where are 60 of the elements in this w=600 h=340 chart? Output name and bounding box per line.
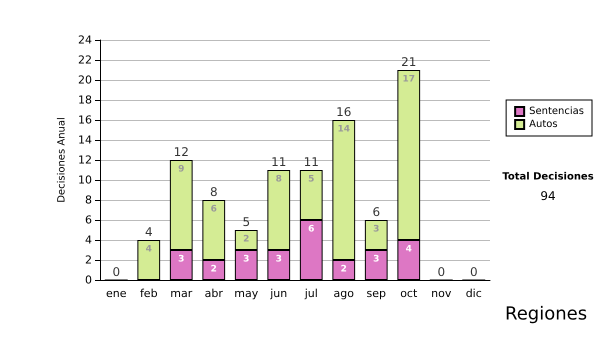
data-label: 3 (276, 254, 282, 264)
data-label: 4 (146, 244, 152, 254)
y-tick-label: 14 (78, 134, 92, 146)
x-tick-label: abr (204, 287, 224, 300)
text: Total Decisiones (502, 172, 594, 182)
data-label: 8 (276, 174, 282, 184)
data-label: 9 (178, 164, 184, 174)
y-tick-label: 18 (78, 94, 92, 106)
y-tick-label: 20 (78, 74, 92, 86)
data-label: 6 (210, 204, 217, 214)
total-label: 0 (112, 265, 120, 279)
y-tick-label: 0 (85, 274, 92, 286)
data-label: 2 (243, 234, 250, 244)
legend-label: Sentencias (529, 106, 584, 117)
x-tick-label: sep (366, 287, 386, 300)
data-label: 17 (402, 74, 416, 84)
x-tick-label: may (234, 287, 259, 300)
y-tick-label: 2 (85, 254, 92, 266)
text: 94 (540, 189, 556, 203)
data-label: 14 (337, 124, 350, 134)
y-tick-label: 4 (85, 234, 92, 246)
data-label: 3 (373, 254, 380, 264)
x-tick-label: jun (269, 287, 288, 300)
y-tick-label: 6 (85, 214, 92, 226)
y-tick-label: 8 (85, 194, 92, 206)
total-label: 6 (372, 205, 380, 219)
y-tick-label: 22 (78, 54, 92, 66)
y-tick-label: 10 (78, 174, 92, 186)
total-label: 0 (437, 265, 446, 279)
y-tick-label: 12 (78, 154, 92, 166)
x-tick-label: feb (140, 287, 158, 300)
x-tick-label: jul (304, 287, 318, 300)
x-tick-label: dic (466, 287, 482, 300)
x-tick-label: ene (106, 287, 127, 300)
total-label: 8 (210, 185, 218, 199)
x-tick-label: nov (431, 287, 452, 300)
data-label: 6 (308, 224, 314, 234)
data-label: 3 (243, 254, 250, 264)
y-axis-title: Decisiones Anual (56, 117, 68, 203)
total-label: 11 (271, 155, 286, 169)
total-label: 0 (470, 265, 478, 279)
text: Regiones (505, 304, 588, 324)
data-label: 2 (210, 264, 217, 274)
y-tick-label: 24 (78, 34, 92, 46)
total-label: 16 (336, 105, 352, 119)
legend-label: Autos (529, 119, 558, 130)
x-tick-label: ago (334, 287, 354, 300)
data-label: 3 (373, 224, 380, 234)
data-label: 5 (308, 174, 314, 184)
data-label: 3 (178, 254, 184, 264)
y-tick-label: 16 (78, 114, 92, 126)
x-tick-label: mar (170, 287, 193, 300)
total-label: 21 (401, 55, 416, 69)
total-label: 11 (304, 155, 319, 169)
total-label: 4 (144, 225, 153, 239)
data-label: 2 (340, 264, 347, 274)
x-tick-label: oct (400, 287, 418, 300)
total-label: 5 (242, 215, 250, 229)
total-label: 12 (174, 145, 189, 159)
data-label: 4 (406, 244, 412, 254)
